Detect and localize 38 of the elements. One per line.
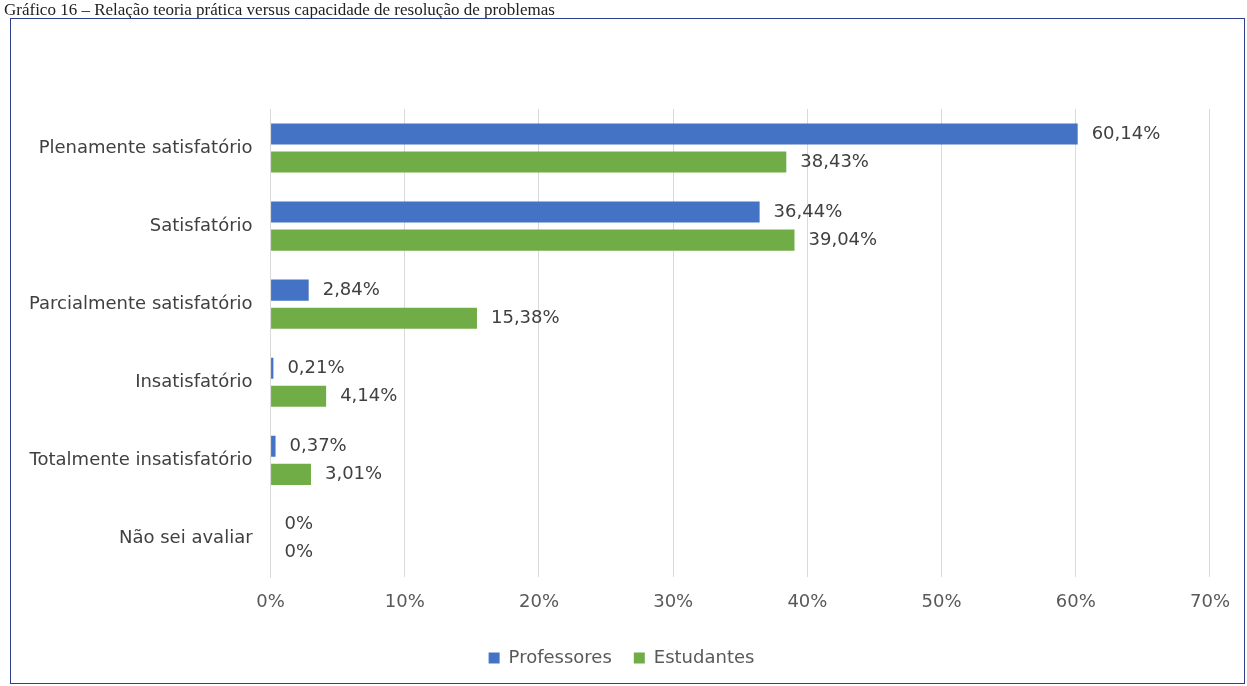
- y-tick-label: Não sei avaliar: [119, 526, 254, 548]
- bar: [271, 151, 787, 173]
- bar: [271, 385, 327, 407]
- bar: [271, 229, 795, 251]
- data-label: 38,43%: [800, 149, 869, 171]
- bar: [271, 307, 477, 329]
- y-tick-label: Plenamente satisfatório: [38, 135, 253, 157]
- data-label: 0%: [284, 540, 314, 562]
- x-tick-label: 40%: [787, 589, 828, 611]
- bar: [271, 435, 276, 457]
- y-tick-label: Satisfatório: [149, 213, 253, 235]
- data-label: 2,84%: [322, 277, 380, 299]
- x-tick-label: 70%: [1189, 589, 1230, 611]
- legend-label: Estudantes: [653, 645, 755, 667]
- y-tick-label: Insatisfatório: [135, 369, 253, 391]
- bar: [271, 463, 311, 485]
- data-label: 4,14%: [340, 383, 398, 405]
- data-label: 39,04%: [808, 227, 878, 249]
- data-label: 0,21%: [287, 355, 345, 377]
- data-label: 0,37%: [289, 433, 347, 455]
- data-label: 36,44%: [773, 199, 843, 221]
- y-tick-label: Parcialmente satisfatório: [29, 291, 253, 313]
- x-tick-label: 50%: [921, 589, 962, 611]
- chart-title: Gráfico 16 – Relação teoria prática versus capacidade de resolução de problemas: [4, 0, 555, 20]
- y-tick-label: Totalmente insatisfatório: [28, 447, 253, 469]
- legend-label: Professores: [508, 645, 612, 667]
- bar: [271, 123, 1078, 145]
- x-tick-label: 60%: [1055, 589, 1096, 611]
- data-label: 0%: [284, 511, 314, 533]
- bar: [271, 201, 760, 223]
- bar: [271, 279, 309, 301]
- data-label: 3,01%: [324, 462, 383, 484]
- data-label: 15,38%: [490, 305, 560, 327]
- x-tick-label: 0%: [256, 589, 285, 611]
- data-label: 60,14%: [1091, 121, 1161, 143]
- x-tick-label: 10%: [384, 589, 425, 611]
- x-tick-label: 20%: [518, 589, 559, 611]
- x-tick-label: 30%: [653, 589, 694, 611]
